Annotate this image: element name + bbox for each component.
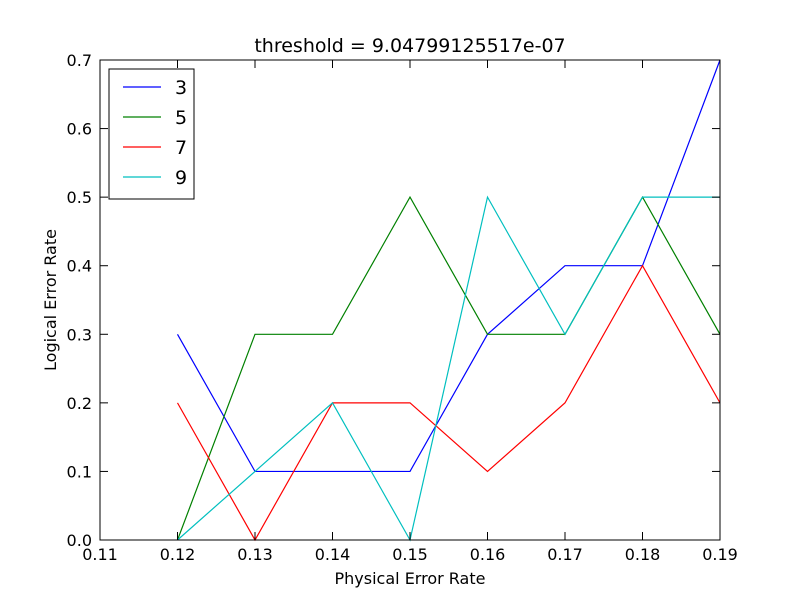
x-tick-label: 0.13 [237, 545, 273, 564]
y-tick-label: 0.4 [67, 257, 92, 276]
legend: 3 5 7 9 [108, 68, 195, 200]
x-tick-label: 0.14 [315, 545, 351, 564]
y-tick-label: 0.0 [67, 531, 92, 550]
x-tick-label: 0.17 [547, 545, 583, 564]
legend-label-3: 3 [175, 77, 187, 99]
y-tick-label: 0.2 [67, 394, 92, 413]
x-tick-label: 0.19 [702, 545, 738, 564]
y-tick-label: 0.7 [67, 51, 92, 70]
y-tick-label: 0.6 [67, 120, 92, 139]
y-tick-label: 0.3 [67, 325, 92, 344]
series-line-7 [176, 264, 721, 542]
y-tick-label: 0.1 [67, 462, 92, 481]
x-tick-label: 0.12 [160, 545, 196, 564]
legend-label-7: 7 [175, 137, 187, 159]
legend-label-9: 9 [175, 167, 187, 189]
legend-label-5: 5 [175, 107, 187, 129]
x-tick-label: 0.16 [470, 545, 506, 564]
series-layer [176, 59, 721, 542]
series-line-9 [177, 195, 720, 542]
y-tick-label: 0.5 [67, 188, 92, 207]
axis-ticks: 0.11 0.12 0.13 0.14 0.15 0.16 0.17 0.18 0.190.00… [67, 51, 738, 564]
x-tick-label: 0.18 [625, 545, 661, 564]
x-tick-label: 0.15 [392, 545, 428, 564]
x-tick-label: 0.11 [82, 545, 118, 564]
x-axis-label: Physical Error Rate [335, 569, 486, 588]
chart-title: threshold = 9.04799125517e-07 [254, 35, 565, 57]
y-axis-label: Logical Error Rate [41, 229, 60, 371]
series-line-3 [176, 59, 721, 473]
